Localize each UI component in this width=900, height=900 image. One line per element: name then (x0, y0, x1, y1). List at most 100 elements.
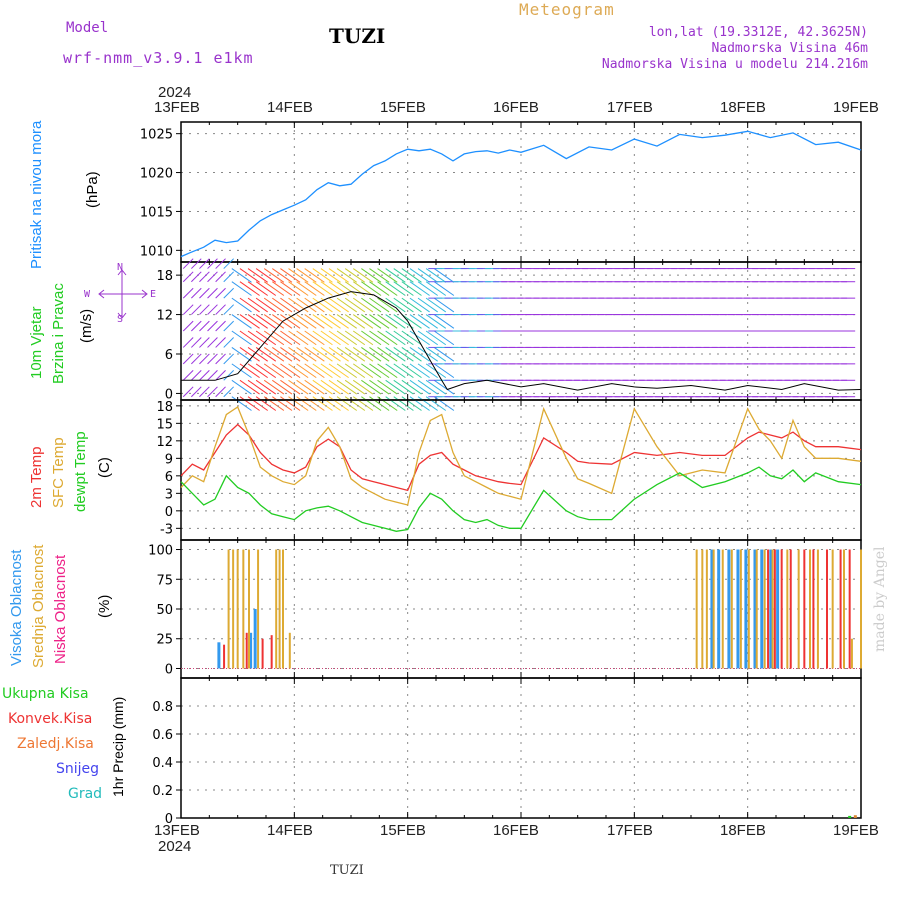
wind-barb (312, 347, 333, 362)
model-name: wrf-nmm_v3.9.1 e1km (63, 49, 254, 67)
wind-barb (328, 379, 349, 395)
cloud-low-bar (767, 549, 770, 669)
wind-barb (336, 363, 358, 379)
wind-barb (247, 314, 268, 329)
wind-barb (401, 268, 422, 283)
wind-barb (320, 379, 341, 395)
wind-barb (215, 320, 226, 332)
cloud-low-bar (789, 549, 792, 669)
y-tick-label: 0.2 (152, 784, 173, 799)
wind-barb (247, 268, 268, 283)
cloud-high-bar (776, 549, 780, 669)
wind-barb (247, 347, 268, 362)
wind-barb (263, 268, 285, 283)
wind-barb (344, 396, 366, 411)
wind-barb (377, 314, 398, 329)
wind-barb (425, 314, 447, 329)
y-tick-label: 25 (156, 633, 173, 648)
wind-barb (272, 347, 293, 362)
wind-barb (239, 281, 260, 296)
y-tick-label: 1020 (140, 167, 173, 182)
wind-barb (417, 281, 438, 296)
cloud-mid-bar (771, 549, 774, 669)
cloud-mid-bar (831, 549, 834, 669)
wind-barb (320, 268, 341, 283)
precip-freezing-bar (853, 815, 857, 818)
date-label: 15FEB (380, 99, 426, 116)
wind-barb (312, 314, 333, 329)
wind-barb (272, 268, 293, 283)
wind-barb (191, 353, 202, 365)
wind-barb (280, 347, 301, 362)
wind-barb (320, 363, 341, 379)
wind-barb (223, 370, 234, 381)
wind-barb (425, 379, 447, 395)
y-tick-label: 0 (165, 505, 173, 520)
wind-barb (344, 379, 366, 395)
wind-barb (191, 370, 202, 381)
wind-barb (352, 347, 374, 362)
wind-barb (304, 314, 325, 329)
cloud-mid-bar (850, 638, 853, 669)
wind-barb (385, 396, 406, 411)
wind-barb (288, 268, 309, 283)
wind-barb (272, 363, 293, 379)
wind-barb (215, 386, 226, 398)
wind-barb (304, 363, 325, 379)
wind-barb (369, 330, 390, 346)
wind-barb (223, 353, 234, 365)
wind-barb (344, 268, 366, 283)
wind-barb (288, 347, 309, 362)
wind-barb (223, 258, 234, 269)
wind-barb (280, 268, 301, 283)
wind-barb (231, 347, 252, 362)
wind-barb (191, 258, 202, 269)
y-tick-label: 12 (156, 309, 173, 324)
wind-barb (280, 330, 301, 346)
wind-barb (433, 347, 455, 362)
wind-barb (385, 314, 406, 329)
wind-barb (182, 320, 194, 332)
wind-barb (288, 363, 309, 379)
wind-barb (255, 330, 277, 346)
wind-barb (272, 379, 293, 395)
wind-barb (409, 330, 430, 346)
cloud-mid-bar (747, 549, 750, 669)
wind-barb (320, 396, 341, 411)
wind-barb (288, 379, 309, 395)
date-label: 13FEB (154, 99, 200, 116)
compass-north: N (117, 262, 124, 273)
wind-barb (336, 314, 358, 329)
wind-barb (401, 330, 422, 346)
wind-barb (401, 314, 422, 329)
date-label: 17FEB (607, 99, 653, 116)
date-label: 16FEB (493, 99, 539, 116)
wind-barb (393, 347, 414, 362)
cloud-panel: 0 25 50 75 100 (148, 539, 862, 679)
wind-barb (417, 314, 438, 329)
wind-barb (417, 268, 438, 283)
wind-barb (207, 258, 218, 269)
coords: lon,lat (19.3312E, 42.3625N) (648, 25, 868, 40)
wind-barb (223, 320, 234, 332)
cloud-high-bar (753, 549, 757, 669)
temp-panel: -3 0 3 6 9 12 15 18 (156, 399, 862, 541)
y-tick-label: 18 (156, 269, 173, 284)
cloud-low-bar (839, 549, 842, 669)
wind-barb (304, 268, 325, 283)
cloud-mid-bar (712, 549, 715, 669)
wind-speed-line (181, 291, 862, 391)
wind-barb (199, 271, 210, 283)
wind-barb (417, 363, 438, 379)
wind-barb (377, 330, 398, 346)
wind-barb (223, 337, 234, 348)
cloud-mid-bar (695, 549, 698, 669)
wind-barb (409, 297, 430, 313)
wind-barb (215, 287, 226, 299)
wind-barb (433, 363, 455, 379)
date-label: 14FEB (267, 822, 313, 839)
cloud-high-bar (769, 549, 773, 669)
compass-arrows (98, 269, 148, 319)
cloud-high-bar (744, 549, 748, 669)
wind-barb (296, 281, 317, 296)
